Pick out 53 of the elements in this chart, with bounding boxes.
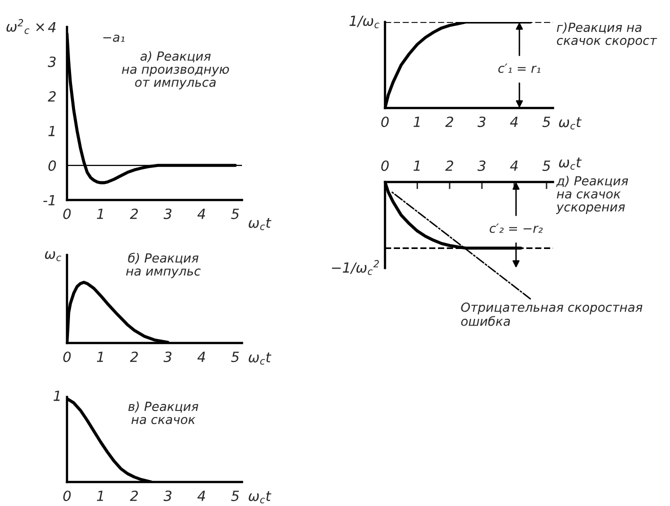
- x-tick-label: 4: [510, 116, 518, 127]
- y-tick-label: -1: [43, 195, 54, 206]
- y-axis-title: 1/ω$_{c}$: [350, 16, 380, 28]
- x-tick-label: 2: [130, 490, 138, 501]
- text: д) Реакция на скачок ускорения: [556, 176, 628, 214]
- text: б) Реакция на импульс: [126, 252, 201, 278]
- x-tick-label: 4: [197, 490, 206, 501]
- text: г)Реакция на скачок скорост: [556, 22, 658, 48]
- x-tick-label: 2: [130, 208, 138, 219]
- x-tick-label: 5: [231, 490, 239, 502]
- x-tick-label: 5: [542, 116, 550, 128]
- annotation: −a₁: [103, 34, 124, 42]
- x-tick-label: 5: [231, 352, 239, 362]
- x-tick-label: 4: [197, 352, 206, 362]
- annotation: c′₁ = r₁: [498, 64, 540, 73]
- y-tick-label: 3: [48, 56, 56, 68]
- x-axis-title: ω$_{c}$t: [559, 158, 582, 170]
- x-tick-label: 2: [445, 160, 454, 171]
- x-tick-label: 5: [231, 208, 239, 220]
- x-tick-label: 0: [63, 352, 71, 362]
- x-tick-label: 3: [164, 490, 172, 502]
- x-tick-label: 0: [63, 208, 71, 220]
- x-tick-label: 1: [96, 352, 103, 362]
- x-tick-label: 1: [96, 208, 103, 219]
- text: Отрицательная скоростная ошибка: [461, 302, 642, 326]
- y-tick-label: 1: [48, 126, 54, 136]
- x-tick-label: 3: [478, 116, 486, 128]
- x-tick-label: 1: [414, 160, 420, 171]
- x-axis-title: ω$_{c}$t: [248, 491, 272, 504]
- x-tick-label: 1: [96, 490, 103, 501]
- y-axis-title: ω$^{2}$$_{c}$ ×: [6, 19, 44, 34]
- x-tick-label: 3: [164, 208, 172, 220]
- y-axis-title: ω$_{c}$: [45, 251, 62, 262]
- x-axis-title: ω$_{c}$t: [559, 117, 582, 130]
- annotation: в) Реакция на скачок: [128, 401, 198, 424]
- x-tick-label: 3: [164, 352, 172, 362]
- x-axis-title: ω$_{c}$t: [248, 352, 272, 365]
- x-tick-label: 2: [130, 352, 138, 362]
- x-tick-label: 0: [63, 490, 71, 502]
- annotation: а) Реакция на производную от импульса: [122, 51, 229, 90]
- y-tick-label: 2: [48, 91, 56, 102]
- x-tick-label: 4: [510, 160, 518, 171]
- x-tick-label: 0: [381, 160, 389, 171]
- x-tick-label: 2: [445, 116, 454, 127]
- x-tick-label: 3: [478, 160, 486, 171]
- y-tick-label: 4: [48, 22, 56, 32]
- x-tick-label: 0: [381, 116, 389, 128]
- x-tick-label: 4: [197, 208, 206, 219]
- x-axis-title: ω$_{c}$t: [248, 218, 272, 230]
- x-tick-label: 5: [542, 160, 550, 171]
- annotation: c′₂ = −r₂: [490, 224, 543, 233]
- x-tick-label: 1: [414, 116, 420, 127]
- y-axis-title: −1/ω$_{c}$$^{2}$: [332, 260, 379, 275]
